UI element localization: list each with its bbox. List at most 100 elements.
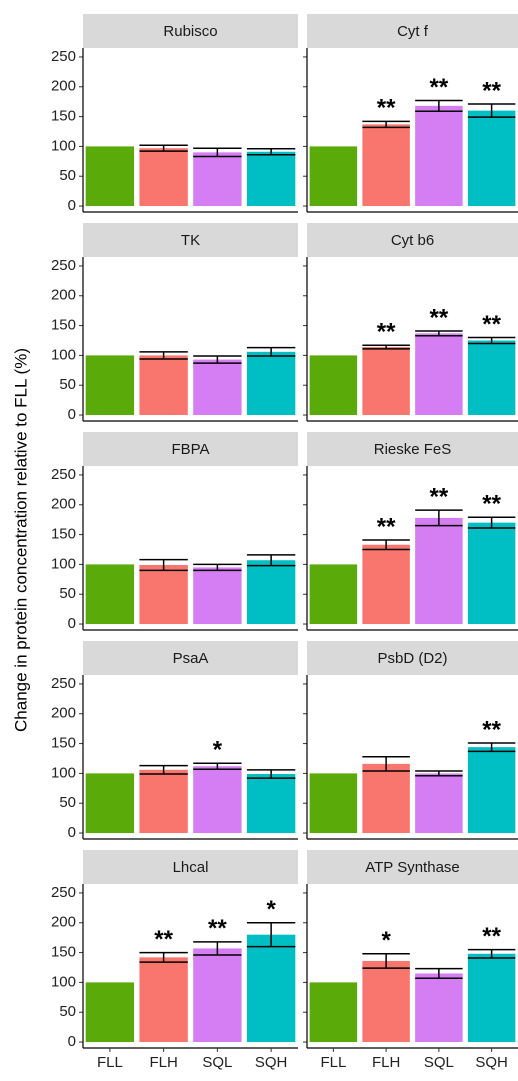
error-bar xyxy=(246,922,296,948)
significance-label: ** xyxy=(430,74,449,101)
strip xyxy=(83,223,298,257)
y-tick-label: 50 xyxy=(59,585,76,602)
error-bar xyxy=(415,330,463,337)
bar xyxy=(309,773,358,834)
significance-label: * xyxy=(213,737,223,764)
bar xyxy=(362,347,410,416)
bar xyxy=(139,957,188,1043)
error-bar xyxy=(193,355,242,364)
error-bar xyxy=(246,346,296,357)
x-tick-label: FLH xyxy=(372,1054,400,1071)
bar xyxy=(415,773,463,834)
y-tick-label: 0 xyxy=(68,406,76,423)
significance-label: ** xyxy=(430,483,449,510)
strip xyxy=(307,432,518,466)
error-bar xyxy=(139,558,188,572)
significance-label: ** xyxy=(377,319,396,346)
bar xyxy=(193,567,242,625)
bar xyxy=(193,766,242,834)
bar xyxy=(246,934,296,1043)
bar xyxy=(467,340,516,416)
bar xyxy=(139,769,188,834)
significance-label: ** xyxy=(154,926,173,953)
error-bar xyxy=(139,144,188,152)
bar xyxy=(246,773,296,834)
bar xyxy=(362,544,410,625)
error-bar xyxy=(139,951,188,963)
y-tick-label: 100 xyxy=(51,973,76,990)
x-tick-label: FLL xyxy=(320,1054,346,1071)
bar xyxy=(309,355,358,416)
strip xyxy=(83,641,298,675)
error-bar xyxy=(362,344,410,350)
y-tick-label: 0 xyxy=(68,1033,76,1050)
bar xyxy=(139,148,188,207)
y-tick-label: 150 xyxy=(51,108,76,125)
x-tick-label: SQL xyxy=(202,1054,232,1071)
bar xyxy=(362,763,410,834)
bar xyxy=(85,355,135,416)
bar xyxy=(85,773,135,834)
strip xyxy=(307,850,518,884)
bar xyxy=(139,355,188,416)
y-tick-label: 200 xyxy=(51,496,76,513)
error-bar xyxy=(193,147,242,158)
y-tick-label: 150 xyxy=(51,526,76,543)
bar xyxy=(362,124,410,207)
strip xyxy=(307,641,518,675)
error-bar xyxy=(467,516,516,529)
error-bar xyxy=(362,953,410,969)
significance-label: ** xyxy=(482,923,501,950)
strip xyxy=(83,14,298,48)
bar xyxy=(85,564,135,625)
x-tick-label: SQH xyxy=(255,1054,288,1071)
error-bar xyxy=(193,563,242,572)
bar xyxy=(193,359,242,416)
y-tick-label: 250 xyxy=(51,466,76,483)
error-bar xyxy=(139,764,188,775)
bar xyxy=(246,351,296,416)
panel-title: Cyt b6 xyxy=(391,232,434,249)
significance-label: ** xyxy=(377,513,396,540)
error-bar xyxy=(362,120,410,129)
error-bar xyxy=(246,554,296,567)
y-tick-label: 250 xyxy=(51,675,76,692)
bar xyxy=(193,948,242,1043)
panel-title: PsbD (D2) xyxy=(377,650,447,667)
y-tick-label: 100 xyxy=(51,346,76,363)
y-tick-label: 0 xyxy=(68,197,76,214)
bar xyxy=(246,560,296,625)
error-bar xyxy=(193,762,242,770)
bar xyxy=(415,973,463,1043)
bar xyxy=(309,982,358,1043)
bar xyxy=(139,564,188,625)
error-bar xyxy=(467,103,516,118)
y-tick-label: 50 xyxy=(59,376,76,393)
y-axis-label: Change in protein concentration relative… xyxy=(11,348,30,732)
x-tick-label: SQH xyxy=(475,1054,508,1071)
y-tick-label: 100 xyxy=(51,764,76,781)
error-bar xyxy=(139,351,188,360)
y-tick-label: 250 xyxy=(51,48,76,65)
error-bar xyxy=(415,770,463,777)
y-tick-label: 200 xyxy=(51,78,76,95)
significance-label: * xyxy=(381,927,391,954)
x-tick-label: FLL xyxy=(97,1054,123,1071)
error-bar xyxy=(362,539,410,551)
strip xyxy=(307,14,518,48)
strip xyxy=(307,223,518,257)
y-tick-label: 150 xyxy=(51,735,76,752)
y-tick-label: 150 xyxy=(51,944,76,961)
significance-label: ** xyxy=(482,77,501,104)
bar xyxy=(415,105,463,207)
panel-title: FBPA xyxy=(171,441,209,458)
y-tick-label: 200 xyxy=(51,914,76,931)
panel-title: Lhcal xyxy=(173,859,209,876)
panel-title: ATP Synthase xyxy=(365,859,460,876)
bar xyxy=(309,564,358,625)
significance-label: ** xyxy=(482,491,501,518)
bar xyxy=(467,522,516,625)
panel-title: TK xyxy=(181,232,200,249)
error-bar xyxy=(467,948,516,959)
